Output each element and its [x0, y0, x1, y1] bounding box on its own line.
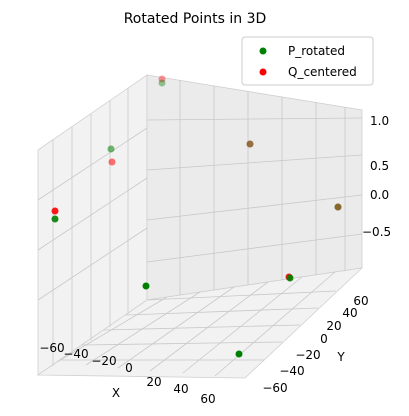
- grid-back-pane: [146, 80, 363, 295]
- grid-left-pane: [37, 88, 148, 366]
- x-tick-label: 20: [146, 375, 161, 389]
- point-q-centered: [334, 203, 342, 211]
- y-tick-label: 60: [353, 294, 368, 308]
- point-p-rotated: [286, 274, 294, 282]
- legend-marker-q-centered: [259, 68, 267, 76]
- legend-box: [241, 36, 374, 86]
- y-tick-label: 20: [326, 319, 341, 333]
- y-tick-label: −40: [279, 364, 304, 378]
- y-axis: −60 −40 −20 0 20 40 60 Y: [262, 294, 368, 395]
- y-tick-label: 0: [320, 332, 328, 346]
- x-tick-label: −60: [39, 341, 64, 355]
- legend-label-q-centered: Q_centered: [288, 65, 357, 79]
- x-axis: −60 −40 −20 0 20 40 60 X: [39, 341, 215, 406]
- z-tick-label: 0.5: [370, 159, 389, 173]
- grid-floor: [56, 271, 337, 377]
- point-q-centered: [246, 140, 254, 148]
- y-tick-label: −60: [262, 381, 287, 395]
- legend: P_rotated Q_centered: [241, 36, 374, 86]
- legend-label-p-rotated: P_rotated: [288, 44, 345, 58]
- chart-title: Rotated Points in 3D: [124, 11, 267, 27]
- series-points: [51, 75, 342, 358]
- point-p-rotated: [107, 145, 115, 153]
- point-p-rotated: [142, 282, 150, 290]
- z-axis: 1.0 0.5 0.0 −0.5: [362, 114, 391, 239]
- y-tick-label: 40: [342, 306, 357, 320]
- x-tick-label: 60: [200, 392, 215, 406]
- y-axis-label: Y: [336, 350, 345, 364]
- z-tick-label: 1.0: [370, 114, 389, 128]
- z-tick-label: −0.5: [362, 225, 391, 239]
- point-q-centered: [108, 158, 116, 166]
- point-p-rotated: [51, 215, 59, 223]
- x-tick-label: 0: [125, 361, 133, 375]
- x-tick-label: −20: [91, 354, 116, 368]
- y-tick-label: −20: [295, 348, 320, 362]
- point-p-rotated: [158, 79, 166, 87]
- point-q-centered: [51, 207, 59, 215]
- x-tick-label: 40: [173, 382, 188, 396]
- point-p-rotated: [235, 350, 243, 358]
- point-p-rotated: [246, 140, 254, 148]
- pane-back: [146, 74, 363, 301]
- x-tick-label: −40: [63, 347, 88, 361]
- point-q-centered: [158, 75, 166, 83]
- x-axis-label: X: [112, 386, 120, 400]
- legend-marker-p-rotated: [259, 47, 267, 55]
- point-p-rotated: [334, 203, 342, 211]
- pane-floor: [36, 267, 364, 379]
- z-tick-label: 0.0: [370, 188, 389, 202]
